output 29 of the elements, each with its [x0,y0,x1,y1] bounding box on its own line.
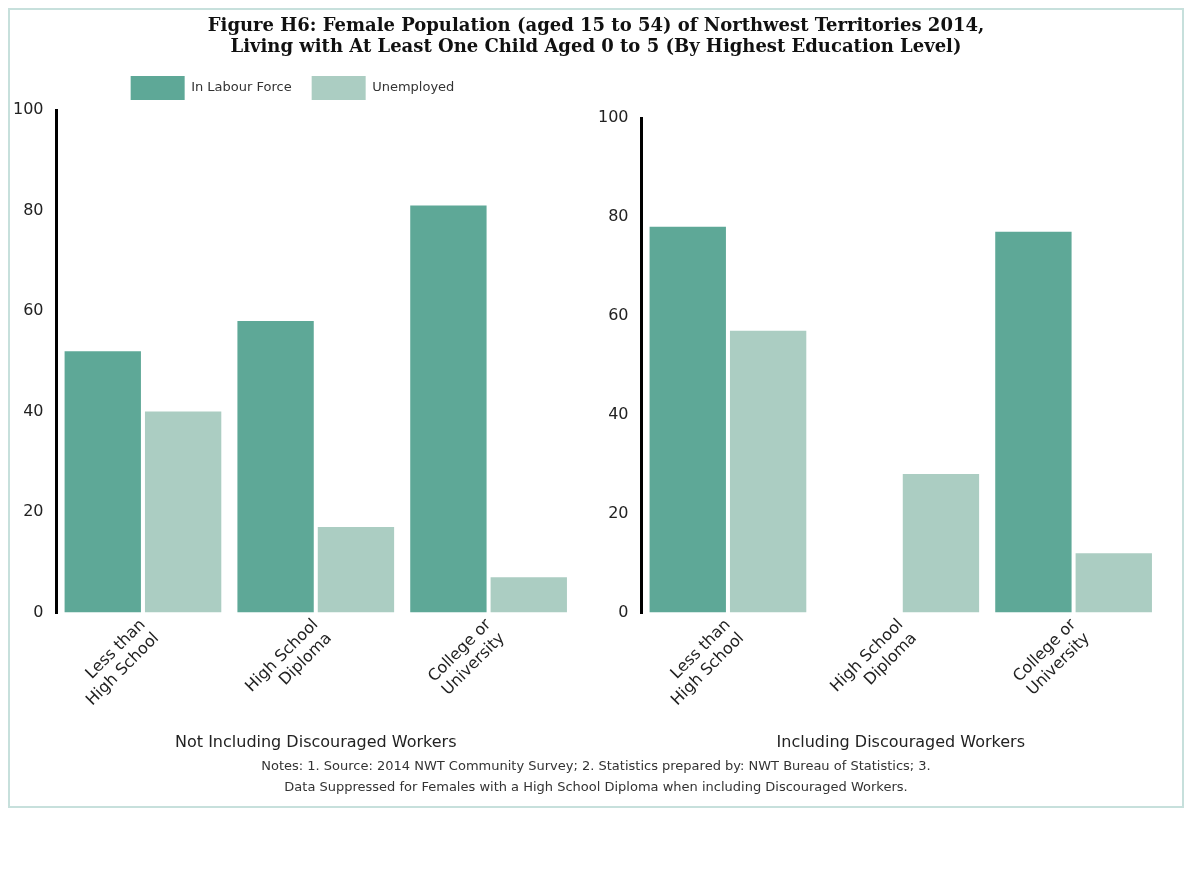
bar [490,577,567,613]
y-tick-label: 0 [33,601,44,621]
y-tick-label: 100 [12,99,44,119]
y-tick-label: 20 [23,501,44,521]
y-tick-label: 100 [597,107,629,127]
y-tick-label: 20 [608,502,629,522]
x-axis-title: Including Discouraged Workers [776,731,1025,751]
bar [902,474,980,613]
y-tick-label: 60 [608,304,629,324]
bar [410,205,487,613]
bar [317,527,395,613]
legend-label: In Labour Force [191,79,292,95]
y-tick-label: 0 [618,601,629,621]
text: Notes: 1. Source: 2014 NWT Community Survey; 2. Statistics prepared by: NWT Bureau of Statistics; 3. Data Suppressed for Females with a High School Diploma when including Discouraged Workers. [260,757,932,796]
bar [1075,553,1152,613]
legend-label: Unemployed [372,79,455,95]
bar [144,411,222,613]
bar [237,321,314,613]
y-tick-label: 80 [23,199,44,219]
bar [995,231,1072,613]
text: Figure H6: Female Population (aged 15 to 54) of Northwest Territories 2014, Living with At Least One Child Aged 0 to 5 (By Highest Education Level) [206,14,986,56]
bar [729,330,807,613]
y-tick-label: 80 [608,206,629,226]
x-axis-title: Not Including Discouraged Workers [175,731,457,751]
y-tick-label: 40 [608,403,629,423]
y-tick-label: 40 [23,400,44,420]
y-tick-label: 60 [23,300,44,320]
bar [64,351,141,613]
bar [649,226,726,613]
